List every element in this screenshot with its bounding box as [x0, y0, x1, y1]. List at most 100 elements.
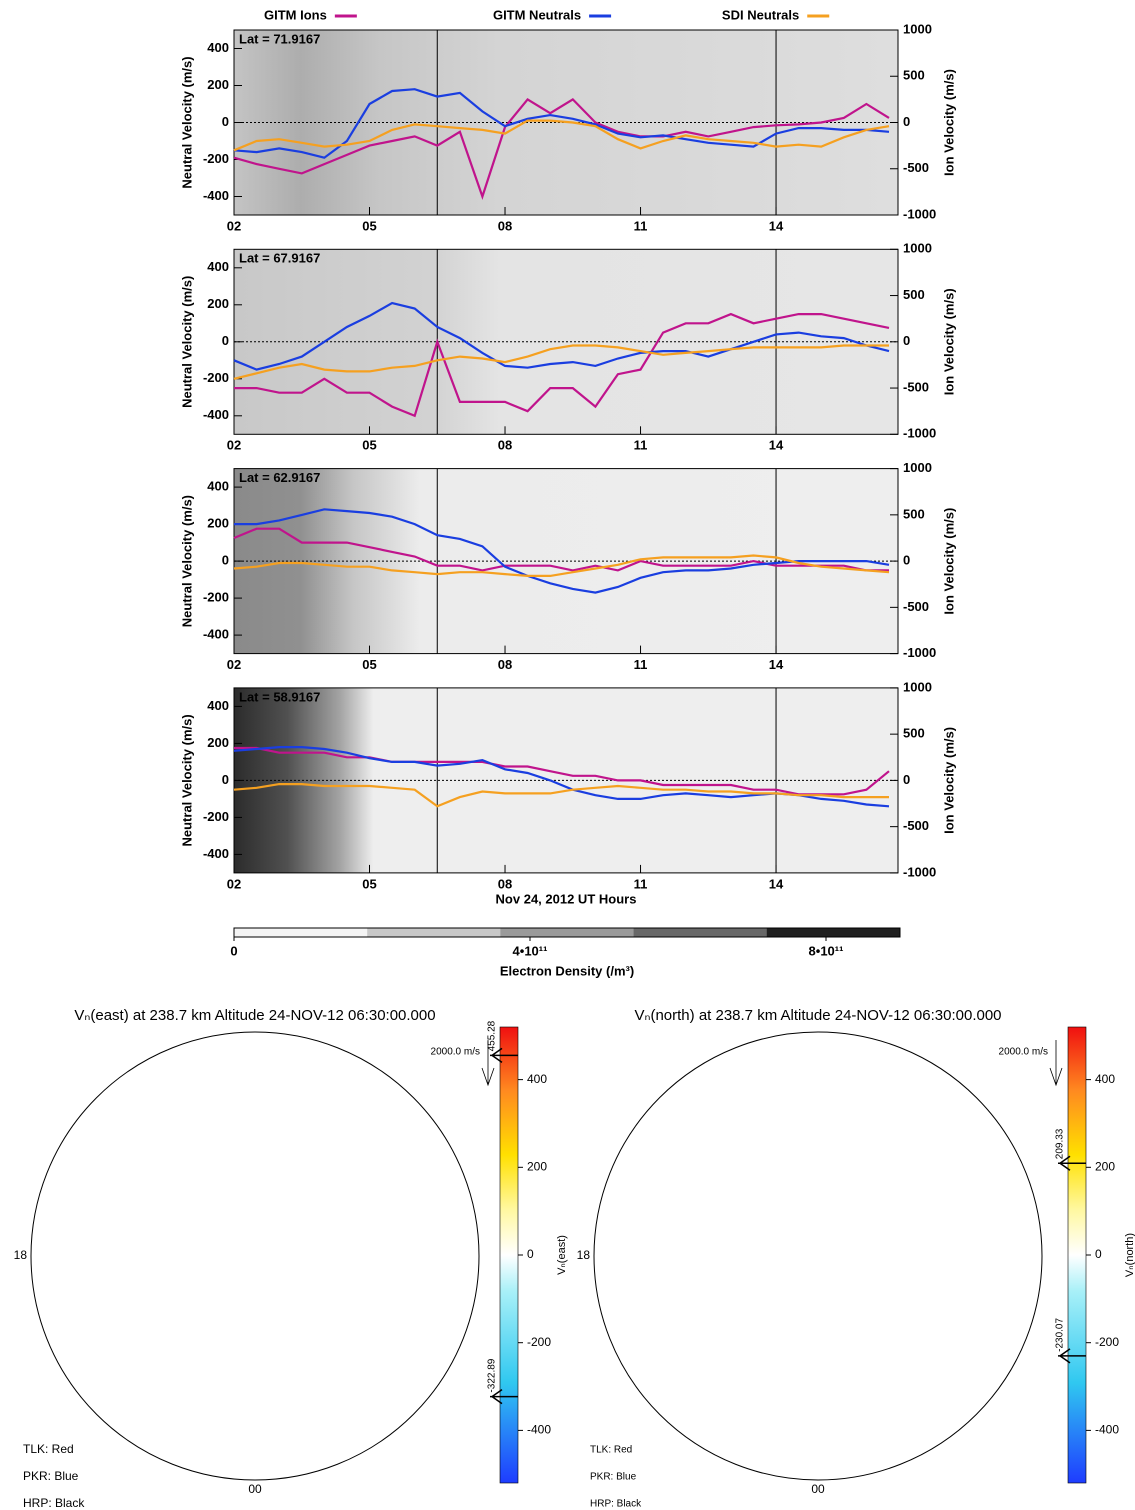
wind-vector — [861, 1322, 873, 1323]
wind-vector — [360, 1281, 364, 1292]
wind-vector — [157, 1353, 168, 1356]
wind-vector — [778, 1132, 784, 1134]
wind-vector — [648, 1210, 653, 1220]
wind-vector — [938, 1345, 941, 1354]
wind-vector — [230, 1383, 242, 1385]
wind-vector — [447, 1297, 453, 1306]
station-legend: HRP: Black — [23, 1496, 85, 1510]
y-tick-label: 0 — [222, 553, 229, 568]
wind-vector — [882, 1256, 892, 1262]
wind-vector — [96, 1319, 100, 1327]
wind-vector — [322, 1049, 326, 1057]
wind-vector — [753, 1143, 762, 1148]
hour-label: 18 — [577, 1248, 591, 1262]
wind-vector — [382, 1256, 385, 1267]
wind-vector — [751, 1309, 758, 1318]
wind-vector — [386, 1318, 394, 1319]
wind-vector — [773, 1290, 777, 1301]
wind-vector — [136, 1197, 139, 1204]
wind-vector — [271, 1465, 278, 1472]
wind-vector — [701, 1331, 713, 1332]
contour-region — [588, 1026, 1048, 1486]
contour-region — [188, 1158, 352, 1394]
y2-tick-label: 1000 — [903, 679, 932, 694]
wind-vector — [821, 1204, 827, 1214]
wind-vector — [341, 1256, 351, 1261]
vector-scale-label: 2000.0 m/s — [431, 1047, 480, 1058]
min-marker — [490, 1388, 518, 1405]
wind-vector — [232, 1038, 242, 1039]
wind-vector — [1010, 1297, 1019, 1303]
wind-vector — [797, 1296, 808, 1297]
wind-vector — [727, 1272, 734, 1275]
wind-vector — [54, 1337, 56, 1345]
wind-vector — [854, 1350, 861, 1355]
wind-vector — [109, 1407, 110, 1418]
wind-vector — [915, 1208, 924, 1211]
colorbar-step — [234, 928, 368, 937]
contour-region — [50, 1043, 267, 1238]
wind-vector — [269, 1127, 275, 1137]
wind-vector — [316, 1462, 322, 1464]
y-axis-label: Neutral Velocity (m/s) — [179, 714, 194, 846]
wind-vector — [434, 1336, 438, 1342]
wind-vector — [213, 1256, 220, 1262]
station-legend: TLK: Red — [23, 1442, 74, 1456]
wind-vector — [342, 1101, 348, 1105]
wind-vector — [924, 1256, 926, 1267]
wind-vector — [274, 1150, 277, 1161]
wind-vector — [907, 1426, 916, 1431]
wind-vector — [654, 1133, 659, 1141]
wind-vector — [992, 1176, 997, 1183]
wind-vector — [812, 1148, 817, 1158]
wind-vector — [672, 1085, 680, 1094]
wind-vector — [744, 1177, 756, 1178]
x-tick-label: 08 — [498, 218, 512, 233]
wind-vector — [787, 1273, 790, 1285]
wind-vector — [918, 1439, 927, 1445]
wind-vector — [953, 1318, 957, 1324]
wind-vector — [241, 1127, 246, 1136]
wind-vector — [693, 1303, 700, 1309]
wind-vector — [300, 1183, 301, 1191]
wind-vector — [117, 1247, 125, 1256]
x-tick-label: 08 — [498, 657, 512, 672]
latitude-circle — [195, 1196, 315, 1316]
min-label: -322.89 — [487, 1358, 498, 1392]
wind-vector — [354, 1445, 364, 1449]
wind-vector — [904, 1256, 914, 1262]
wind-vector — [793, 1440, 798, 1451]
wind-vector — [728, 1191, 734, 1196]
wind-vector — [952, 1417, 964, 1418]
wind-vector — [155, 1309, 165, 1315]
y2-tick-label: -1000 — [903, 206, 936, 221]
wind-vector — [264, 1407, 271, 1415]
x-tick-label: 05 — [362, 876, 376, 891]
wind-vector — [787, 1153, 791, 1158]
wind-vector — [196, 1225, 200, 1232]
wind-vector — [709, 1065, 719, 1067]
wind-vector — [923, 1177, 934, 1180]
wind-vector — [762, 1401, 771, 1405]
station-hrp — [93, 1313, 187, 1407]
wind-vector — [638, 1327, 639, 1335]
wind-vector — [768, 1200, 773, 1211]
colorbar-tick-label: -200 — [1095, 1335, 1119, 1349]
series-line — [233, 119, 890, 152]
wind-vector — [824, 1385, 831, 1392]
latitude-circle — [648, 1086, 988, 1426]
wind-vector — [156, 1419, 157, 1426]
wind-vector — [780, 1232, 784, 1238]
wind-vector — [853, 1380, 858, 1384]
wind-vector — [170, 1218, 175, 1225]
wind-vector — [679, 1310, 682, 1318]
wind-vector — [229, 1429, 236, 1438]
wind-vector — [941, 1167, 952, 1171]
wind-vector — [689, 1275, 691, 1283]
wind-vector — [885, 1049, 886, 1058]
wind-vector — [903, 1243, 906, 1252]
hour-label: 00 — [811, 1482, 825, 1496]
wind-vector — [382, 1229, 390, 1231]
wind-vector — [179, 1124, 189, 1128]
y2-tick-label: 500 — [903, 506, 925, 521]
